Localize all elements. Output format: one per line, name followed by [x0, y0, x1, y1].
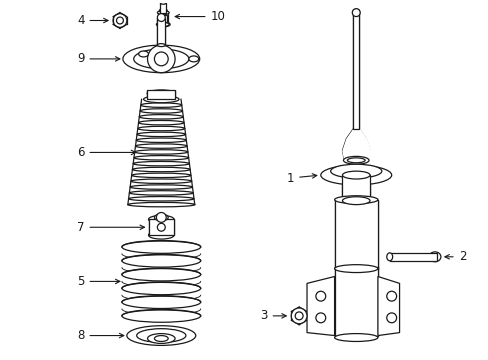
Text: 5: 5: [77, 275, 120, 288]
Ellipse shape: [129, 191, 193, 195]
Ellipse shape: [131, 179, 191, 183]
Circle shape: [113, 14, 126, 27]
Bar: [334, 267, 377, 336]
Bar: [159, 15, 167, 22]
Ellipse shape: [122, 282, 200, 295]
Circle shape: [315, 313, 325, 323]
Ellipse shape: [320, 165, 391, 185]
Ellipse shape: [134, 156, 188, 160]
Ellipse shape: [128, 197, 194, 201]
Ellipse shape: [138, 121, 183, 125]
Ellipse shape: [160, 1, 166, 4]
Ellipse shape: [143, 96, 179, 103]
Ellipse shape: [342, 197, 369, 204]
Ellipse shape: [156, 22, 170, 27]
Ellipse shape: [343, 156, 368, 164]
Ellipse shape: [157, 22, 169, 26]
Ellipse shape: [122, 240, 200, 253]
Bar: [389, 253, 436, 261]
Ellipse shape: [147, 90, 175, 97]
Circle shape: [386, 313, 396, 323]
Text: 1: 1: [286, 171, 316, 185]
Ellipse shape: [140, 109, 182, 113]
Ellipse shape: [130, 185, 192, 189]
Circle shape: [386, 291, 396, 301]
Bar: [334, 200, 377, 269]
Ellipse shape: [139, 51, 148, 57]
Polygon shape: [377, 276, 399, 336]
Bar: [342, 175, 369, 201]
Ellipse shape: [126, 326, 195, 345]
Ellipse shape: [136, 138, 186, 143]
Ellipse shape: [157, 11, 169, 15]
Ellipse shape: [127, 202, 194, 207]
Text: 7: 7: [77, 221, 144, 234]
Text: 10: 10: [175, 10, 225, 23]
Ellipse shape: [122, 45, 199, 73]
Text: 9: 9: [77, 53, 120, 66]
Circle shape: [157, 14, 165, 22]
Text: 4: 4: [77, 14, 108, 27]
Circle shape: [157, 223, 165, 231]
Circle shape: [295, 312, 303, 320]
Ellipse shape: [334, 196, 377, 204]
Ellipse shape: [334, 265, 377, 273]
Ellipse shape: [122, 296, 200, 309]
Text: 8: 8: [77, 329, 123, 342]
Ellipse shape: [133, 49, 188, 69]
Ellipse shape: [135, 150, 187, 154]
Ellipse shape: [154, 214, 168, 221]
Ellipse shape: [131, 173, 190, 177]
Ellipse shape: [330, 164, 381, 178]
Ellipse shape: [428, 252, 440, 262]
Circle shape: [156, 212, 166, 222]
Ellipse shape: [132, 167, 190, 172]
Ellipse shape: [148, 231, 174, 239]
Ellipse shape: [137, 132, 185, 136]
Ellipse shape: [346, 158, 365, 163]
Bar: [160, 3, 166, 13]
Bar: [157, 18, 165, 45]
Bar: [158, 13, 168, 24]
Ellipse shape: [122, 254, 200, 267]
Ellipse shape: [334, 334, 377, 342]
Polygon shape: [306, 276, 334, 336]
Ellipse shape: [159, 9, 167, 13]
Ellipse shape: [122, 268, 200, 281]
Bar: [148, 219, 174, 235]
Ellipse shape: [342, 171, 369, 179]
Ellipse shape: [157, 44, 165, 46]
Text: 6: 6: [77, 146, 135, 159]
Bar: [147, 90, 175, 99]
Ellipse shape: [138, 126, 184, 131]
Text: 3: 3: [260, 309, 285, 322]
Bar: [352, 11, 359, 129]
Circle shape: [116, 17, 123, 24]
Circle shape: [291, 308, 306, 324]
Ellipse shape: [122, 310, 200, 322]
Ellipse shape: [133, 161, 189, 166]
Circle shape: [315, 291, 325, 301]
Ellipse shape: [139, 114, 183, 119]
Ellipse shape: [137, 329, 185, 342]
Text: 2: 2: [444, 250, 465, 263]
Ellipse shape: [386, 253, 392, 261]
Circle shape: [147, 45, 175, 73]
Ellipse shape: [352, 9, 359, 12]
Ellipse shape: [135, 144, 187, 148]
Ellipse shape: [141, 103, 182, 107]
Ellipse shape: [148, 215, 174, 223]
Circle shape: [351, 9, 360, 17]
Ellipse shape: [188, 56, 198, 62]
Ellipse shape: [147, 334, 175, 343]
Circle shape: [154, 52, 168, 66]
Ellipse shape: [154, 336, 168, 342]
